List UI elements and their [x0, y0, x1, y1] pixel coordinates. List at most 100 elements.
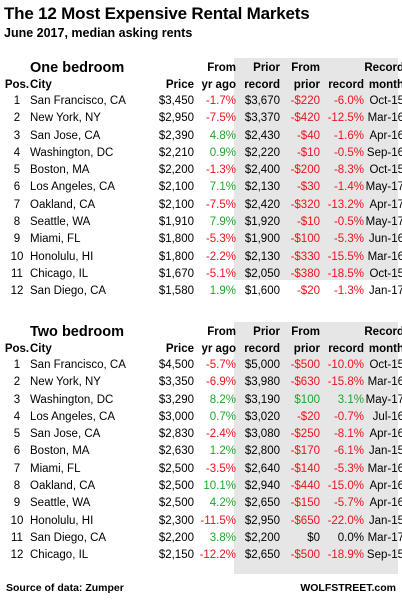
row-record-month: Apr-16 [369, 497, 402, 510]
header-from-record-pct: record [328, 79, 364, 91]
row-yr-change: -2.2% [205, 250, 236, 263]
header-prior-bottom: record [244, 79, 280, 91]
table-row: 10 Honolulu, HI $2,300 -11.5% $2,950 -$650 -22… [4, 513, 402, 530]
row-yr-change: 10.1% [203, 480, 236, 493]
header-prior-top: Prior [253, 62, 280, 74]
row-price: $2,150 [158, 549, 194, 562]
header-row-bottom: Pos. City Price yr ago record prior reco… [4, 342, 402, 357]
row-pct-from-record: -6.1% [333, 445, 364, 458]
row-record-month: Apr-17 [369, 198, 402, 211]
row-yr-change: -7.5% [205, 112, 236, 125]
row-record-month: Mar-16 [367, 112, 402, 125]
row-prior-record: $1,600 [244, 285, 280, 298]
one-bedroom-rows: 1 San Francisco, CA $3,450 -1.7% $3,670 -$220… [4, 93, 402, 301]
row-yr-change: 4.8% [209, 129, 236, 142]
header-month-top: Record [364, 62, 402, 74]
row-diff-from-record: -$650 [290, 514, 320, 527]
header-month-top: Record [364, 326, 402, 338]
row-record-month: Apr-16 [369, 428, 402, 441]
row-yr-change: -5.3% [205, 233, 236, 246]
row-city: Chicago, IL [30, 549, 89, 562]
row-price: $1,910 [158, 216, 194, 229]
header-from-record-dollar: prior [293, 343, 320, 355]
row-yr-change: -5.7% [205, 359, 236, 371]
row-diff-from-record: -$380 [290, 267, 320, 280]
row-pct-from-record: -5.3% [333, 462, 364, 475]
row-record-month: Oct-15 [369, 267, 402, 280]
row-record-month: May-17 [365, 393, 402, 406]
row-city: Chicago, IL [30, 267, 89, 280]
row-pct-from-record: -8.1% [333, 428, 364, 441]
row-yr-change: 8.2% [209, 393, 236, 406]
table-row: 3 Washington, DC $3,290 8.2% $3,190 $100 3.1% M… [4, 392, 402, 409]
row-pos: 10 [10, 250, 24, 263]
row-record-month: Sep-16 [366, 146, 402, 159]
row-city: San Francisco, CA [30, 95, 126, 107]
row-pos: 9 [13, 233, 21, 246]
header-row-top: Two bedroom From Prior From Record [4, 322, 402, 342]
two-bedroom-rows: 1 San Francisco, CA $4,500 -5.7% $5,000 -$500… [4, 357, 402, 565]
row-price: $2,300 [158, 514, 194, 527]
row-pct-from-record: -0.7% [333, 410, 364, 423]
row-price: $3,000 [158, 410, 194, 423]
header-price: Price [165, 343, 194, 355]
row-prior-record: $3,190 [244, 393, 280, 406]
row-prior-record: $2,940 [244, 480, 280, 493]
row-prior-record: $2,650 [244, 549, 280, 562]
row-pct-from-record: -6.0% [333, 95, 364, 107]
row-pos: 7 [13, 462, 21, 475]
row-prior-record: $2,430 [244, 129, 280, 142]
header-month-bottom: month [368, 343, 402, 355]
header-yr-bottom: yr ago [201, 79, 236, 91]
row-pct-from-record: -13.2% [327, 198, 364, 211]
page-subtitle: June 2017, median asking rents [4, 26, 193, 40]
header-row-top: One bedroom From Prior From Record [4, 58, 402, 78]
prior-record-shade-two-bedroom [234, 322, 398, 574]
row-prior-record: $2,640 [244, 462, 280, 475]
row-record-month: Apr-16 [369, 129, 402, 142]
row-city: Miami, FL [30, 462, 81, 475]
header-from-record-dollar: prior [293, 79, 320, 91]
row-diff-from-record: $0 [307, 531, 320, 544]
row-city: San Francisco, CA [30, 359, 126, 371]
row-diff-from-record: -$170 [290, 445, 320, 458]
row-record-month: Jul-16 [372, 410, 402, 423]
row-pos: 5 [13, 428, 21, 441]
row-pct-from-record: -1.4% [333, 181, 364, 194]
row-prior-record: $3,980 [244, 376, 280, 389]
row-diff-from-record: -$30 [296, 181, 320, 194]
row-pos: 3 [13, 129, 21, 142]
row-pct-from-record: -5.7% [333, 497, 364, 510]
row-yr-change: -11.5% [200, 514, 236, 527]
row-pct-from-record: -5.3% [333, 233, 364, 246]
row-yr-change: -7.5% [205, 198, 236, 211]
row-pct-from-record: -18.5% [327, 267, 364, 280]
row-record-month: May-17 [365, 216, 402, 229]
row-price: $2,950 [158, 112, 194, 125]
table-row: 1 San Francisco, CA $3,450 -1.7% $3,670 -$220… [4, 93, 402, 110]
row-prior-record: $3,370 [244, 112, 280, 125]
row-pct-from-record: -1.3% [333, 285, 364, 298]
table-row: 5 San Jose, CA $2,830 -2.4% $3,080 -$250 -8.1%… [4, 426, 402, 443]
row-yr-change: 1.2% [209, 445, 236, 458]
row-pos: 6 [13, 445, 21, 458]
row-city: New York, NY [30, 376, 101, 389]
row-record-month: Jan-15 [368, 514, 402, 527]
row-yr-change: -2.4% [205, 428, 236, 441]
table-row: 5 Boston, MA $2,200 -1.3% $2,400 -$200 -8.3% Oc… [4, 162, 402, 179]
row-record-month: Oct-15 [369, 164, 402, 177]
row-yr-change: -12.2% [199, 549, 236, 562]
row-pct-from-record: -18.9% [327, 549, 364, 562]
row-prior-record: $2,200 [244, 531, 280, 544]
row-pct-from-record: -8.3% [333, 164, 364, 177]
row-diff-from-record: -$40 [296, 129, 320, 142]
two-bedroom-table: Two bedroom From Prior From Record Pos. … [4, 322, 402, 565]
row-price: $3,290 [158, 393, 194, 406]
row-prior-record: $5,000 [244, 359, 280, 371]
row-price: $2,100 [158, 181, 194, 194]
table-row: 6 Los Angeles, CA $2,100 7.1% $2,130 -$30 -1.4… [4, 179, 402, 196]
row-prior-record: $2,130 [244, 181, 280, 194]
row-price: $2,200 [158, 164, 194, 177]
row-record-month: Mar-16 [367, 376, 402, 389]
row-prior-record: $2,800 [244, 445, 280, 458]
